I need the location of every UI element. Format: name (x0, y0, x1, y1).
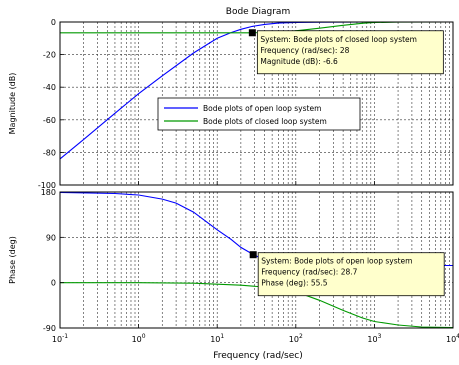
y-tick-label: -20 (43, 51, 56, 60)
datatip-marker[interactable] (249, 251, 257, 259)
x-tick-label: 101 (210, 333, 224, 344)
y-tick-label: -60 (43, 116, 56, 125)
datatip-line: Frequency (rad/sec): 28.7 (261, 268, 357, 277)
y-axis-label: Magnitude (dB) (8, 73, 17, 135)
y-tick-label: 90 (46, 233, 56, 242)
x-tick-label: 100 (132, 333, 146, 344)
y-tick-label: -80 (43, 148, 56, 157)
datatip-marker[interactable] (248, 29, 256, 37)
legend-entry: Bode plots of open loop system (203, 104, 321, 113)
x-tick-label: 104 (446, 333, 459, 344)
y-tick-label: -100 (38, 181, 56, 190)
y-tick-label: -40 (43, 83, 56, 92)
x-tick-label: 10-1 (52, 333, 68, 344)
datatip-box[interactable] (257, 252, 445, 297)
x-tick-label: 103 (367, 333, 381, 344)
datatip-line: System: Bode plots of closed loop system (260, 35, 417, 44)
y-axis-label: Phase (deg) (8, 236, 17, 284)
legend-entry: Bode plots of closed loop system (203, 117, 327, 126)
magnitude-panel: 0 -20 -40 -60 -80 -100 Magnitude (dB) System: B… (8, 18, 454, 190)
y-tick-label: -90 (43, 324, 56, 333)
datatip-line: Frequency (rad/sec): 28 (260, 46, 349, 55)
y-tick-label: 180 (41, 188, 56, 197)
axes-frame (59, 191, 454, 329)
datatip-line: Phase (deg): 55.5 (261, 279, 328, 288)
x-axis-label: Frequency (rad/sec) (213, 351, 303, 361)
datatip-line: System: Bode plots of open loop system (261, 257, 412, 266)
y-tick-label: 0 (51, 18, 56, 27)
legend-box (157, 97, 361, 131)
datatip-line: Magnitude (dB): -6.6 (260, 57, 338, 66)
y-tick-label: 0 (51, 279, 56, 288)
chart-title: Bode Diagram (226, 7, 290, 17)
axes-frame (59, 21, 454, 186)
x-tick-label: 102 (289, 333, 303, 344)
datatip-box[interactable] (256, 30, 444, 75)
